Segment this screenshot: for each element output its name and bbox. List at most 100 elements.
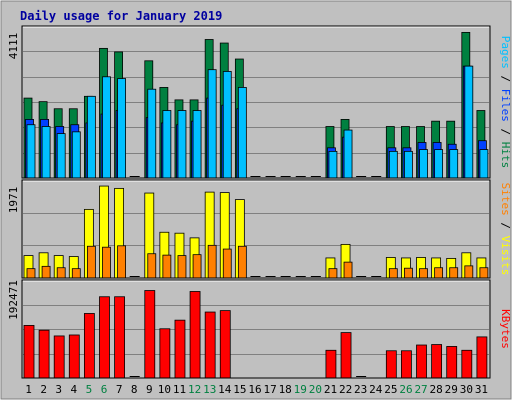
x-axis-label-day-19: 19 [294,383,307,396]
x-axis-labels: 1 2 3 4 5 6 7 8 9 10 11 12 13 14 15 16 17 18 19 20 21 22 23 24 2… [25,383,488,396]
bar-day-19-zero-bar [295,176,306,177]
bar-day-16-zero-bar [250,176,261,177]
bar-day-8-zero-bar [129,376,140,377]
bar-kbytes-day-7 [114,296,125,379]
x-axis-label-day-2: 2 [40,383,47,396]
bar-sites-day-26 [404,267,413,279]
bar-sites-day-22 [343,261,353,279]
bar-day-17-zero-bar [265,276,276,277]
bar-kbytes-day-14 [219,310,231,379]
bar-pages-day-5 [86,95,96,179]
bar-pages-day-6 [102,76,111,179]
panel-frame [21,25,491,179]
bar-pages-day-9 [147,88,157,179]
bar-day-23-zero-bar [356,276,367,277]
bar-day-24-zero-bar [371,276,382,277]
bar-day-16-zero-bar [250,276,261,277]
bar-pages-day-22 [343,129,353,179]
x-axis-label-day-7: 7 [116,383,123,396]
x-axis-label-day-15: 15 [233,383,246,396]
legend: Sites / Visits [499,183,512,276]
bar-sites-day-9 [147,253,157,279]
bar-kbytes-day-13 [204,311,216,379]
bar-kbytes-day-25 [385,350,397,379]
bar-pages-day-15 [237,87,247,179]
bar-pages-day-1 [26,124,36,179]
bar-pages-day-10 [162,110,172,179]
bar-sites-day-7 [117,245,126,279]
bar-sites-day-27 [419,268,428,279]
x-axis-label-day-30: 30 [460,383,473,396]
chart-title: Daily usage for January 2019 [20,9,222,23]
legend-separator: / [499,122,512,142]
legend-item-hits: Hits [499,142,512,169]
bar-sites-day-30 [464,265,474,279]
bar-kbytes-day-6 [99,296,110,379]
bar-kbytes-day-22 [340,332,352,379]
x-axis-label-day-13: 13 [203,383,216,396]
bar-sites-day-13 [207,244,217,279]
legend-separator: / [499,69,512,89]
panel-hits-files-pages: 4111 Pages / Files / Hits [7,25,512,179]
bar-day-23-zero-bar [356,176,367,177]
bar-day-18-zero-bar [280,176,291,177]
x-axis-label-day-28: 28 [430,383,443,396]
legend-item-kbytes: KBytes [499,309,512,349]
bar-day-23-zero-bar [356,376,367,377]
bar-kbytes-day-1 [23,325,35,379]
bar-pages-day-26 [404,150,413,179]
bar-kbytes-day-28 [431,344,443,379]
x-axis-label-day-14: 14 [218,383,232,396]
x-axis-label-day-22: 22 [339,383,352,396]
panel-visits-sites: 1971 Sites / Visits [7,179,512,279]
x-axis-label-day-26: 26 [399,383,412,396]
bar-kbytes-day-5 [83,313,95,379]
y-axis-max-label: 1971 [7,187,20,214]
bar-kbytes-day-30 [461,349,473,379]
legend-separator: / [499,216,512,236]
x-axis-label-day-9: 9 [146,383,153,396]
bar-pages-day-31 [479,149,489,179]
x-axis-label-day-6: 6 [101,383,108,396]
bar-pages-day-14 [222,71,232,179]
bar-sites-day-25 [388,268,398,279]
bar-pages-day-4 [71,131,81,179]
bar-pages-day-29 [449,149,459,179]
panel-kbytes: 192471 KBytes [7,279,512,379]
bar-day-20-zero-bar [310,276,321,277]
x-axis-label-day-29: 29 [445,383,458,396]
bar-sites-day-15 [237,245,247,279]
panel-frame [21,179,491,279]
bar-sites-day-29 [449,267,459,279]
legend-item-visits: Visits [499,236,512,276]
bar-day-8-zero-bar [129,176,140,177]
x-axis-label-day-25: 25 [384,383,397,396]
bar-kbytes-day-3 [53,335,65,379]
y-axis-max-label: 192471 [7,280,20,320]
bar-pages-day-2 [41,126,51,179]
bar-pages-day-11 [177,110,187,179]
panel-frame [21,279,491,379]
legend-item-files: Files [499,89,512,122]
bar-pages-day-12 [192,110,202,179]
bar-kbytes-day-9 [144,290,156,379]
bar-sites-day-2 [41,265,51,279]
bar-sites-day-5 [86,245,96,279]
bar-day-24-zero-bar [371,176,382,177]
x-axis-label-day-18: 18 [279,383,292,396]
bar-sites-day-4 [71,268,81,279]
bar-sites-day-21 [328,268,338,279]
bar-pages-day-3 [56,133,66,179]
bar-sites-day-1 [26,268,36,279]
bar-kbytes-day-26 [401,350,412,379]
bar-day-20-zero-bar [310,176,321,177]
bar-day-8-zero-bar [129,276,140,277]
bar-pages-day-30 [464,65,474,179]
bar-pages-day-21 [328,150,338,179]
x-axis-label-day-16: 16 [248,383,261,396]
x-axis-label-day-24: 24 [369,383,383,396]
x-axis-label-day-3: 3 [55,383,62,396]
